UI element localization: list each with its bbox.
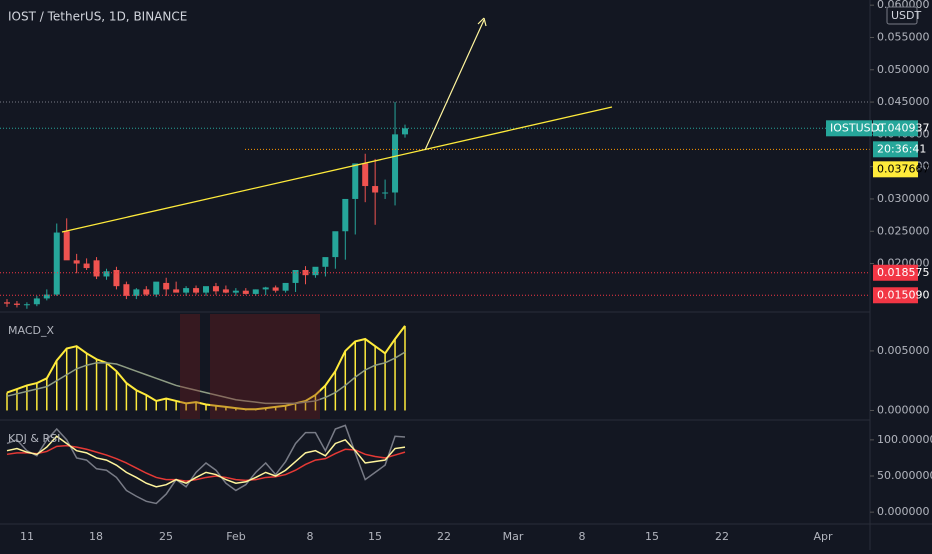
countdown: 20:36:41 — [877, 142, 926, 155]
candle-body — [93, 260, 100, 277]
candle-body — [4, 302, 10, 304]
currency: USDT — [891, 9, 922, 22]
y-tick-label: 0.045000 — [877, 95, 930, 108]
candle-body — [362, 163, 369, 187]
candle-body — [242, 290, 249, 294]
candle-body — [392, 134, 399, 193]
y-tick-label: 0.060000 — [877, 0, 930, 11]
macd-zone — [180, 314, 200, 419]
series-line — [6, 325, 406, 411]
series-line — [6, 351, 406, 405]
candle-body — [372, 186, 379, 193]
candle-body — [212, 286, 219, 292]
candle-body — [63, 231, 70, 261]
x-tick-label: 8 — [579, 530, 586, 543]
candle-body — [133, 289, 140, 296]
candle-body — [73, 260, 80, 264]
candle-body — [402, 128, 408, 135]
candle-body — [252, 289, 259, 294]
candle-body — [332, 231, 339, 258]
candle-body — [123, 284, 130, 296]
candle-body — [282, 282, 289, 291]
y-tick-label: 0.055000 — [877, 30, 930, 43]
candle-body — [352, 163, 359, 199]
y-tick-label: 50.000000 — [877, 469, 932, 482]
x-tick-label: 25 — [159, 530, 173, 543]
y-tick-label: 0.025000 — [877, 224, 930, 237]
x-tick-label: 15 — [368, 530, 382, 543]
candle-body — [43, 294, 50, 299]
candle-body — [83, 263, 90, 269]
candle-body — [292, 270, 299, 283]
series-line — [6, 435, 406, 488]
candle-body — [322, 257, 329, 267]
price-label: 0.018575 — [877, 266, 930, 279]
candle-body — [203, 286, 209, 293]
candle-body — [173, 289, 180, 293]
symbol-label: IOSTUSDT — [830, 121, 886, 134]
y-tick-label: 0.000000 — [877, 505, 930, 518]
candle-body — [183, 288, 190, 293]
pane-title: KDJ & RSI — [8, 432, 60, 445]
price-label: 0.040937 — [877, 121, 930, 134]
x-tick-label: 22 — [437, 530, 451, 543]
x-tick-label: 15 — [645, 530, 659, 543]
candle-body — [193, 288, 200, 293]
candle-body — [163, 282, 170, 290]
y-tick-label: 0.000000 — [877, 403, 930, 416]
candle-body — [143, 289, 150, 295]
candle-body — [302, 270, 309, 276]
price-label-box — [873, 264, 918, 281]
y-tick-label: 0.005000 — [877, 344, 930, 357]
y-tick-label: 0.050000 — [877, 63, 930, 76]
candle-body — [232, 290, 239, 293]
candle-body — [23, 304, 30, 306]
axis-layer: 0.0600000.0550000.0500000.0450000.040000… — [20, 0, 932, 543]
x-tick-label: Mar — [503, 530, 524, 543]
candle-body — [153, 281, 160, 295]
countdown-box — [873, 141, 918, 158]
currency-box — [886, 6, 918, 25]
candle-body — [262, 287, 269, 290]
candle-body — [222, 289, 229, 293]
arrow-line — [424, 19, 485, 151]
candle-body — [113, 270, 120, 287]
price-label-box — [873, 120, 918, 137]
chart-title: IOST / TetherUS, 1D, BINANCE — [8, 10, 187, 24]
x-tick-label: 8 — [307, 530, 314, 543]
macd-zone — [210, 314, 320, 419]
candle-body — [53, 232, 60, 295]
candle-body — [382, 192, 389, 194]
candle-body — [342, 198, 349, 232]
y-tick-label: 0.030000 — [877, 192, 930, 205]
x-tick-label: 22 — [715, 530, 729, 543]
x-tick-label: Feb — [226, 530, 245, 543]
y-tick-label: 100.000000 — [877, 433, 932, 446]
price-label-box — [873, 287, 918, 304]
plot-layer — [0, 101, 870, 505]
symbol-box — [826, 120, 872, 137]
x-tick-label: 18 — [89, 530, 103, 543]
price-label: 0.037667 — [877, 162, 930, 175]
price-label: 0.015090 — [877, 288, 930, 301]
candle-body — [13, 303, 20, 305]
candle-body — [312, 266, 319, 276]
series-line — [6, 444, 406, 482]
trend-line — [61, 106, 613, 233]
candle-body — [272, 287, 279, 291]
candle-body — [103, 271, 110, 277]
candle-body — [33, 298, 40, 305]
x-tick-label: Apr — [813, 530, 833, 543]
series-line — [6, 424, 406, 505]
pane-title: MACD_X — [8, 324, 54, 337]
x-tick-label: 11 — [20, 530, 34, 543]
arrow-head — [477, 17, 487, 27]
price-label-box — [873, 161, 918, 178]
